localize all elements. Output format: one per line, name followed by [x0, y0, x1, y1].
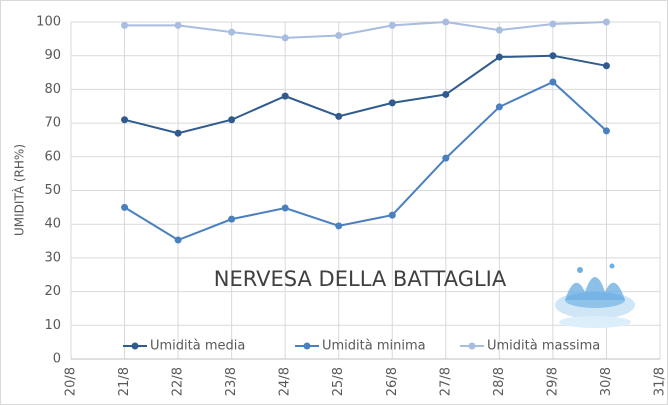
- point: [603, 62, 610, 69]
- point: [442, 155, 449, 162]
- y-tick-label: 0: [53, 352, 61, 367]
- point: [335, 222, 342, 229]
- y-axis-label: UMIDITÀ (RH%): [12, 144, 27, 236]
- x-tick-label: 25/8: [331, 367, 346, 396]
- point: [442, 19, 449, 26]
- legend-marker: [469, 343, 476, 350]
- y-tick-label: 20: [44, 284, 61, 299]
- point: [389, 212, 396, 219]
- point: [121, 116, 128, 123]
- point: [442, 91, 449, 98]
- point: [175, 237, 182, 244]
- x-tick-label: 20/8: [64, 367, 79, 396]
- x-tick-label: 26/8: [385, 367, 400, 396]
- point: [282, 93, 289, 100]
- point: [175, 22, 182, 29]
- point: [282, 34, 289, 41]
- y-tick-label: 80: [44, 82, 61, 97]
- x-tick-label: 31/8: [653, 367, 668, 396]
- point: [549, 52, 556, 59]
- point: [549, 78, 556, 85]
- point: [389, 22, 396, 29]
- x-tick-label: 27/8: [438, 367, 453, 396]
- point: [335, 113, 342, 120]
- y-tick-label: 90: [44, 48, 61, 63]
- annotation: NERVESA DELLA BATTAGLIA: [214, 267, 507, 291]
- y-tick-label: 10: [44, 318, 61, 333]
- y-tick-label: 30: [44, 250, 61, 265]
- y-tick-label: 40: [44, 217, 61, 232]
- y-tick-label: 60: [44, 149, 61, 164]
- point: [228, 216, 235, 223]
- chart: 0 10 20 30 40 50 60 70 80 90 100 20/8 21/8 22/8 23/8 24…: [0, 0, 668, 405]
- point: [121, 22, 128, 29]
- point: [228, 116, 235, 123]
- point: [496, 54, 503, 61]
- point: [228, 29, 235, 36]
- y-tick-label: 100: [36, 15, 61, 30]
- legend-label: Umidità media: [150, 339, 245, 354]
- y-tick-label: 50: [44, 183, 61, 198]
- point: [603, 19, 610, 26]
- point: [121, 204, 128, 211]
- x-tick-label: 28/8: [492, 367, 507, 396]
- legend-label: Umidità minima: [322, 339, 426, 354]
- legend-marker: [132, 343, 139, 350]
- point: [496, 103, 503, 110]
- legend-label: Umidità massima: [487, 339, 600, 354]
- point: [496, 27, 503, 34]
- x-tick-label: 24/8: [278, 367, 293, 396]
- y-tick-label: 70: [44, 116, 61, 131]
- x-tick-label: 23/8: [224, 367, 239, 396]
- point: [549, 21, 556, 28]
- point: [603, 127, 610, 134]
- x-tick-label: 30/8: [599, 367, 614, 396]
- x-tick-label: 29/8: [545, 367, 560, 396]
- x-tick-label: 22/8: [171, 367, 186, 396]
- point: [389, 99, 396, 106]
- point: [175, 130, 182, 137]
- legend-marker: [304, 343, 311, 350]
- x-tick-label: 21/8: [117, 367, 132, 396]
- point: [282, 205, 289, 212]
- point: [335, 32, 342, 39]
